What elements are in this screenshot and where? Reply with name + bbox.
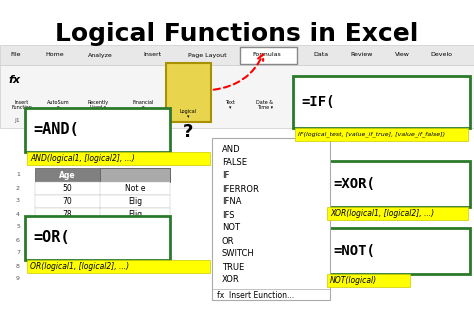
Text: 5: 5: [16, 225, 20, 230]
Text: Data: Data: [313, 53, 328, 57]
FancyBboxPatch shape: [166, 63, 211, 122]
Text: Elig: Elig: [128, 197, 142, 206]
Bar: [212, 138, 330, 300]
Text: Not e: Not e: [125, 223, 145, 232]
Text: NOT(logical): NOT(logical): [330, 276, 377, 285]
Text: OR: OR: [222, 236, 235, 245]
Text: Not e: Not e: [125, 184, 145, 193]
Text: Insert: Insert: [143, 53, 161, 57]
Text: Home: Home: [45, 53, 64, 57]
Text: =OR(: =OR(: [33, 231, 70, 245]
Text: J1: J1: [14, 117, 20, 122]
Text: AutoSum
▾: AutoSum ▾: [46, 99, 69, 110]
Text: AND(logical1, [logical2], ...): AND(logical1, [logical2], ...): [30, 154, 135, 163]
FancyBboxPatch shape: [325, 228, 470, 273]
Text: Insert
Function: Insert Function: [11, 99, 32, 110]
Text: Logical Functions in Excel: Logical Functions in Excel: [55, 22, 419, 46]
Text: XOR(logical1, [logical2], ...): XOR(logical1, [logical2], ...): [330, 209, 434, 218]
Bar: [35, 221, 170, 234]
Text: 1: 1: [16, 172, 20, 177]
Text: 2: 2: [16, 185, 20, 191]
FancyBboxPatch shape: [325, 162, 470, 206]
Text: XOR: XOR: [222, 276, 240, 285]
FancyBboxPatch shape: [25, 108, 170, 151]
Text: FALSE: FALSE: [222, 159, 247, 167]
Text: File: File: [10, 53, 20, 57]
Text: =IF(: =IF(: [301, 95, 335, 109]
Text: 50: 50: [63, 184, 73, 193]
Text: IFNA: IFNA: [222, 197, 241, 206]
Text: Page Layout: Page Layout: [188, 53, 227, 57]
Text: =XOR(: =XOR(: [333, 177, 375, 191]
Bar: [240, 47, 297, 64]
Text: 3: 3: [16, 198, 20, 204]
Text: SWITCH: SWITCH: [222, 249, 255, 259]
Bar: [35, 208, 170, 221]
Text: fx: fx: [8, 75, 20, 85]
Text: Review: Review: [350, 53, 373, 57]
Text: Analyze: Analyze: [88, 53, 113, 57]
Bar: [327, 207, 468, 220]
Bar: [295, 128, 468, 141]
Text: Age: Age: [59, 171, 76, 180]
FancyBboxPatch shape: [25, 217, 170, 260]
Bar: [100, 168, 170, 182]
Bar: [27, 260, 210, 273]
Text: Financial
▾: Financial ▾: [132, 99, 154, 110]
Text: IF: IF: [222, 171, 229, 180]
Text: 70: 70: [63, 197, 73, 206]
Text: Date &
Time ▾: Date & Time ▾: [256, 99, 273, 110]
Text: Formulas: Formulas: [252, 53, 281, 57]
Text: ?: ?: [183, 123, 194, 141]
Text: Develo: Develo: [430, 53, 452, 57]
Text: fx  Insert Eunction...: fx Insert Eunction...: [217, 291, 294, 300]
Text: 6: 6: [16, 238, 20, 243]
Text: =NOT(: =NOT(: [333, 244, 375, 258]
Bar: [327, 274, 410, 287]
Text: IFERROR: IFERROR: [222, 184, 259, 193]
Text: IF(logical_test, [value_if_true], [value_if_false]): IF(logical_test, [value_if_true], [value…: [298, 132, 445, 137]
Text: Elig: Elig: [128, 210, 142, 219]
Text: Logical
▾: Logical ▾: [180, 99, 197, 110]
Bar: [0, 65, 474, 128]
Text: 9: 9: [16, 277, 20, 281]
Text: NOT: NOT: [222, 223, 240, 232]
FancyBboxPatch shape: [292, 76, 470, 128]
Text: 7: 7: [16, 251, 20, 256]
Text: AND: AND: [222, 146, 241, 154]
Bar: [27, 152, 210, 165]
Text: Loc
Refe: Loc Refe: [300, 99, 310, 110]
Text: Text
▾: Text ▾: [225, 99, 235, 110]
Text: OR(logical1, [logical2], ...): OR(logical1, [logical2], ...): [30, 262, 129, 271]
Text: 45: 45: [63, 223, 73, 232]
Text: 4: 4: [16, 211, 20, 217]
Text: Recently
Used ▾: Recently Used ▾: [87, 99, 109, 110]
Text: 78: 78: [63, 210, 73, 219]
Text: =AND(: =AND(: [33, 122, 79, 138]
Text: TRUE: TRUE: [222, 263, 244, 272]
Bar: [35, 195, 170, 208]
Text: Logical
▾: Logical ▾: [180, 108, 197, 119]
Text: 8: 8: [16, 264, 20, 269]
Bar: [0, 45, 474, 65]
Bar: [35, 168, 170, 182]
Text: View: View: [395, 53, 410, 57]
Bar: [35, 182, 170, 195]
Text: IFS: IFS: [222, 210, 235, 219]
